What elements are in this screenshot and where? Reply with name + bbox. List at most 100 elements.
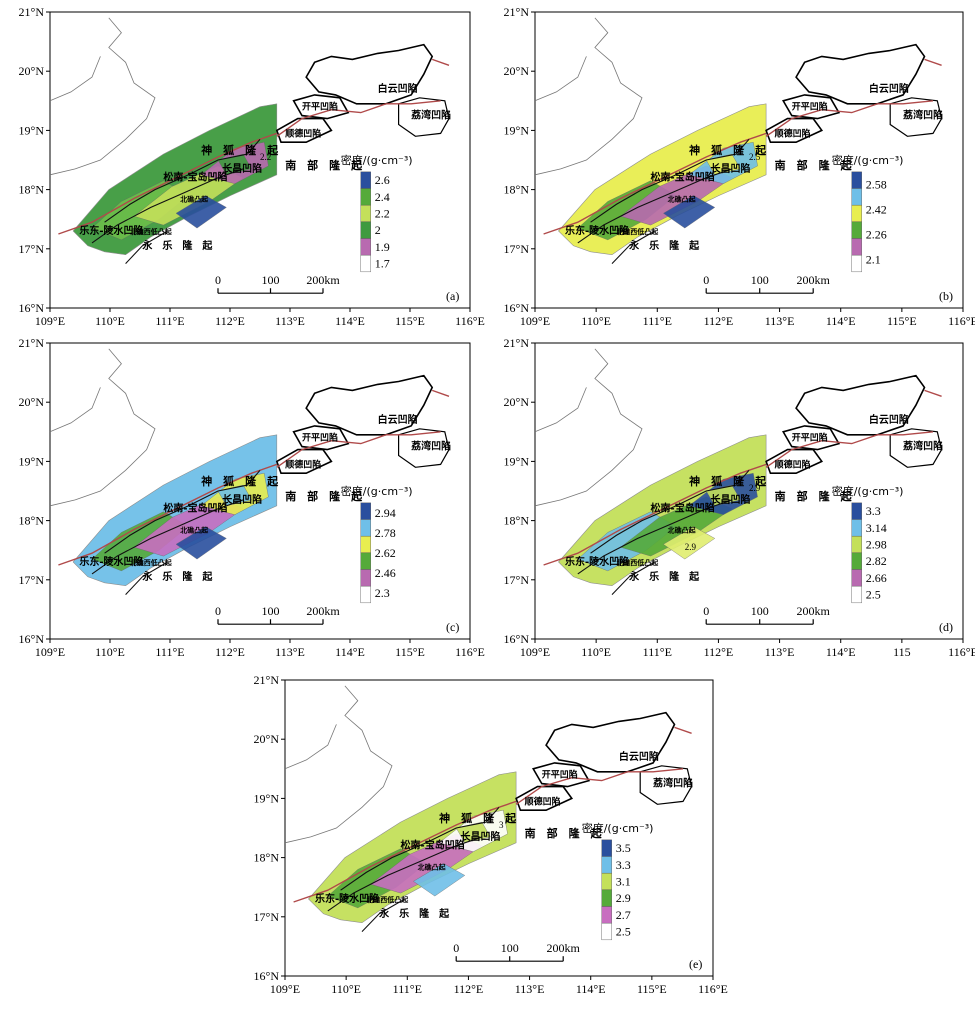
y-tick-label: 19°N bbox=[19, 123, 45, 137]
songnan-baodao-label: 松南-宝岛凹陷 bbox=[651, 171, 715, 184]
legend-value: 2.42 bbox=[866, 202, 887, 216]
legend-value: 2.9 bbox=[616, 891, 631, 905]
x-tick-label: 112°E bbox=[454, 982, 484, 996]
scale-label-100: 100 bbox=[751, 273, 769, 287]
legend-swatch bbox=[360, 552, 371, 570]
panel-label: (a) bbox=[446, 289, 459, 303]
legend-value: 2.94 bbox=[375, 506, 396, 520]
liwan-sag-outline bbox=[398, 428, 450, 468]
mainland-coastline bbox=[534, 387, 587, 433]
legend-value: 2.5 bbox=[616, 925, 631, 939]
ledong-lingshui-label: 乐东-陵水凹陷 bbox=[79, 224, 143, 237]
y-tick-label: 18°N bbox=[504, 183, 530, 197]
x-tick-label: 116°E bbox=[455, 314, 485, 328]
y-tick-label: 20°N bbox=[254, 732, 280, 746]
panel-label: (b) bbox=[939, 289, 953, 303]
density-anomaly bbox=[175, 195, 227, 229]
fault-line bbox=[58, 463, 278, 566]
legend-swatch bbox=[360, 204, 371, 223]
legend-swatch bbox=[851, 221, 862, 239]
changchang-label: 长昌凹陷 bbox=[710, 493, 750, 506]
legend-swatch bbox=[851, 569, 862, 587]
structure-boundary bbox=[611, 230, 656, 264]
x-tick-label: 110°E bbox=[581, 314, 611, 328]
yongle-uplift-label: 永 乐 隆 起 bbox=[628, 239, 700, 252]
beijiao-west-label: 北礁西低凸起 bbox=[366, 895, 409, 904]
changchang-label: 长昌凹陷 bbox=[710, 162, 750, 175]
mainland-coastline bbox=[284, 724, 337, 770]
contour-label: 2.9 bbox=[749, 483, 761, 493]
kaiping-label: 开平凹陷 bbox=[542, 769, 578, 781]
x-tick-label: 113°E bbox=[275, 645, 305, 659]
map-panel-c: 109°E 110°E 111°E 112°E 113°E 114°E 115°E 116°E… bbox=[19, 336, 485, 659]
legend-swatch bbox=[360, 519, 371, 537]
x-tick-label: 116°E bbox=[948, 645, 975, 659]
nanbu-uplift-label: 南 部 隆 起 bbox=[525, 826, 603, 840]
x-tick-label: 109°E bbox=[270, 982, 300, 996]
x-tick-label: 113°E bbox=[275, 314, 305, 328]
x-tick-label: 110°E bbox=[95, 314, 125, 328]
x-tick-label: 114°E bbox=[335, 645, 365, 659]
mainland-coastline bbox=[49, 56, 101, 102]
scale-label-0: 0 bbox=[215, 604, 221, 618]
y-tick-label: 17°N bbox=[19, 242, 45, 256]
legend-swatch bbox=[601, 872, 612, 891]
baiyun-sag-outline bbox=[795, 374, 926, 436]
songnan-baodao-label: 松南-宝岛凹陷 bbox=[401, 839, 465, 852]
legend-value: 2.62 bbox=[375, 546, 396, 560]
legend-value: 2.46 bbox=[375, 566, 396, 580]
structure-boundary bbox=[91, 499, 244, 575]
x-tick-label: 111°E bbox=[643, 314, 672, 328]
scale-label-0: 0 bbox=[215, 273, 221, 287]
legend-swatch bbox=[601, 856, 612, 874]
shunde-sag-outline bbox=[765, 117, 824, 143]
panel-label: (d) bbox=[939, 620, 953, 634]
density-anomaly bbox=[175, 526, 227, 560]
y-tick-label: 16°N bbox=[19, 632, 45, 646]
legend-value: 3.1 bbox=[616, 875, 631, 889]
y-tick-label: 18°N bbox=[19, 514, 45, 528]
structure-boundary bbox=[125, 561, 168, 595]
scale-label-100: 100 bbox=[751, 604, 769, 618]
legend-title: 密度/(g·cm⁻³) bbox=[582, 821, 654, 835]
structure-boundary bbox=[361, 898, 406, 932]
kaiping-sag-outline bbox=[292, 425, 350, 451]
x-tick-label: 113°E bbox=[765, 314, 795, 328]
x-tick-label: 109°E bbox=[520, 314, 550, 328]
shenhu-uplift-label: 神 狐 隆 起 bbox=[201, 143, 279, 157]
fault-line bbox=[431, 58, 450, 66]
structure-boundary bbox=[590, 138, 750, 223]
contour-label: 2.9 bbox=[685, 542, 697, 552]
y-tick-label: 21°N bbox=[504, 5, 530, 19]
scale-label-0: 0 bbox=[703, 604, 709, 618]
kaiping-sag-outline bbox=[781, 94, 841, 120]
legend-swatch bbox=[601, 889, 612, 907]
ledong-lingshui-label: 乐东-陵水凹陷 bbox=[565, 224, 629, 237]
kaiping-sag-outline bbox=[781, 425, 841, 451]
y-tick-label: 17°N bbox=[254, 910, 280, 924]
legend-value: 2.2 bbox=[375, 207, 390, 221]
legend-swatch bbox=[601, 922, 612, 941]
songnan-baodao-label: 松南-宝岛凹陷 bbox=[651, 502, 715, 515]
fault-line bbox=[924, 389, 942, 397]
legend-swatch bbox=[851, 188, 862, 206]
legend-value: 2.3 bbox=[375, 586, 390, 600]
x-tick-label: 114°E bbox=[826, 645, 856, 659]
legend-swatch bbox=[360, 238, 371, 256]
fault-line bbox=[431, 389, 450, 397]
scale-label-100: 100 bbox=[262, 604, 280, 618]
density-anomaly bbox=[413, 863, 466, 897]
x-tick-label: 115°E bbox=[395, 314, 425, 328]
legend-title: 密度/(g·cm⁻³) bbox=[832, 153, 904, 167]
mainland-coastline bbox=[49, 387, 101, 433]
beijiao-label: 北礁凸起 bbox=[668, 525, 697, 534]
legend-value: 2.78 bbox=[375, 526, 396, 540]
structure-boundary bbox=[327, 836, 483, 912]
legend-swatch bbox=[601, 839, 612, 857]
hainan-coastline bbox=[534, 17, 643, 176]
fault-line bbox=[58, 132, 278, 235]
kaiping-label: 开平凹陷 bbox=[792, 432, 828, 444]
structure-boundary bbox=[91, 168, 244, 244]
